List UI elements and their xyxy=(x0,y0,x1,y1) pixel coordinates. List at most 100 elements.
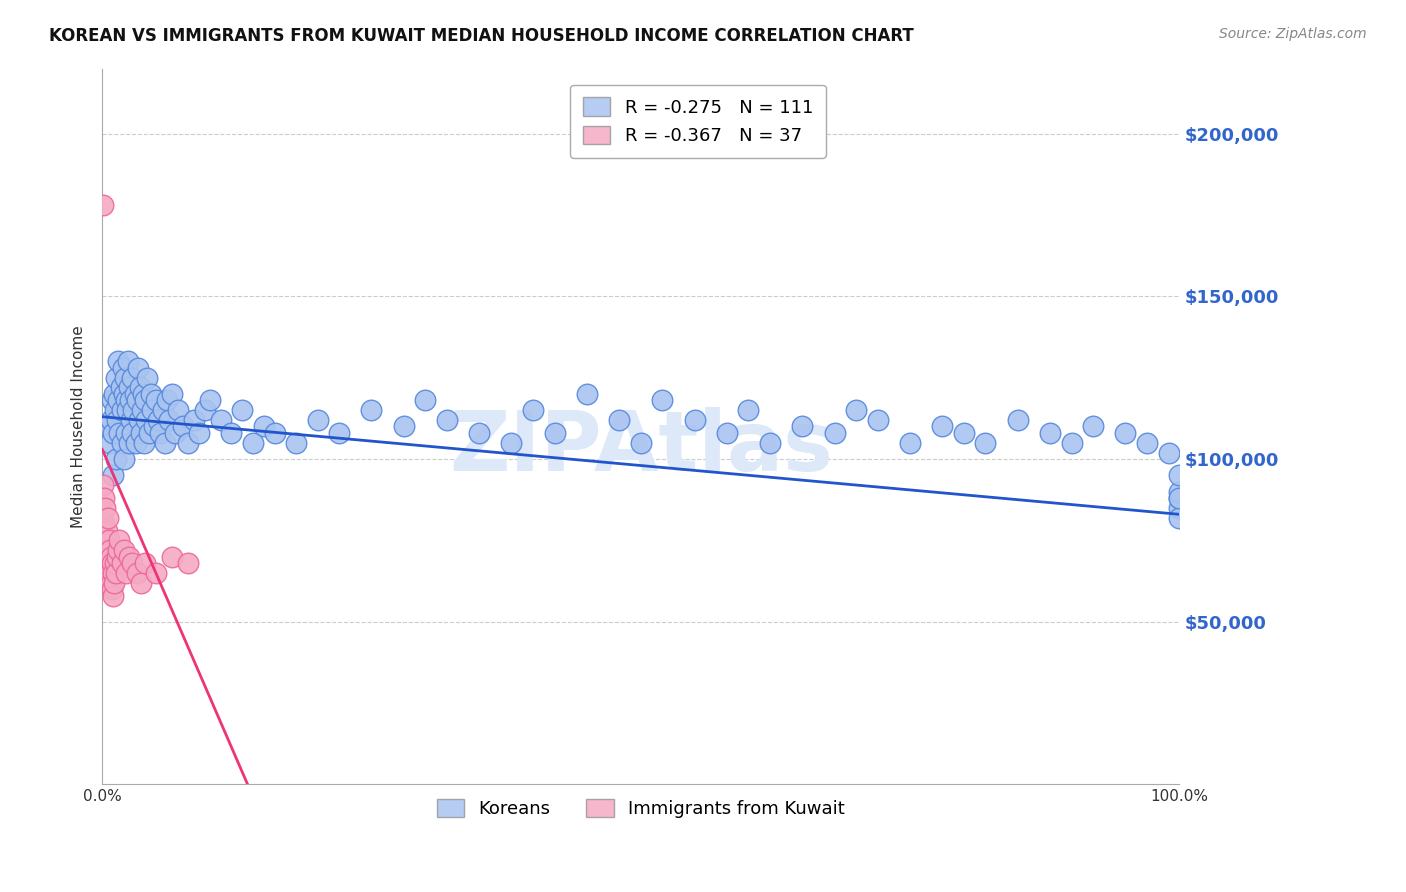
Point xyxy=(115,566,138,580)
Point xyxy=(759,435,782,450)
Point xyxy=(328,425,350,440)
Point xyxy=(148,413,170,427)
Point xyxy=(193,403,215,417)
Point xyxy=(145,393,167,408)
Point xyxy=(103,387,125,401)
Point xyxy=(307,413,329,427)
Point xyxy=(97,419,120,434)
Point xyxy=(153,435,176,450)
Point xyxy=(118,435,141,450)
Point xyxy=(360,403,382,417)
Point xyxy=(1114,425,1136,440)
Point xyxy=(107,354,129,368)
Point xyxy=(177,556,200,570)
Point xyxy=(105,549,128,564)
Point xyxy=(172,419,194,434)
Point xyxy=(1168,510,1191,524)
Point xyxy=(98,566,121,580)
Point xyxy=(97,510,120,524)
Point xyxy=(160,549,183,564)
Point xyxy=(157,413,180,427)
Point xyxy=(135,413,157,427)
Point xyxy=(129,575,152,590)
Point xyxy=(1081,419,1104,434)
Point xyxy=(149,425,172,440)
Point xyxy=(122,403,145,417)
Point xyxy=(575,387,598,401)
Point xyxy=(953,425,976,440)
Point xyxy=(134,556,156,570)
Point xyxy=(142,419,165,434)
Point xyxy=(132,387,155,401)
Point xyxy=(96,524,118,538)
Point xyxy=(221,425,243,440)
Point xyxy=(120,413,142,427)
Point xyxy=(97,556,120,570)
Point xyxy=(436,413,458,427)
Point xyxy=(134,393,156,408)
Point xyxy=(285,435,308,450)
Point xyxy=(96,543,118,558)
Point xyxy=(128,413,150,427)
Point xyxy=(112,387,135,401)
Point xyxy=(112,452,135,467)
Point xyxy=(101,589,124,603)
Point xyxy=(188,425,211,440)
Point xyxy=(100,575,122,590)
Point xyxy=(1060,435,1083,450)
Point xyxy=(974,435,997,450)
Point xyxy=(91,198,114,212)
Point xyxy=(118,549,141,564)
Point xyxy=(97,549,120,564)
Point xyxy=(125,393,148,408)
Point xyxy=(101,393,124,408)
Point xyxy=(1168,491,1191,505)
Point xyxy=(105,452,128,467)
Point xyxy=(117,354,139,368)
Point xyxy=(91,478,114,492)
Point xyxy=(898,435,921,450)
Point xyxy=(121,370,143,384)
Point xyxy=(107,393,129,408)
Point xyxy=(166,403,188,417)
Point xyxy=(129,380,152,394)
Point xyxy=(100,549,122,564)
Point xyxy=(105,413,128,427)
Point xyxy=(105,566,128,580)
Point xyxy=(683,413,706,427)
Point xyxy=(1168,491,1191,505)
Point xyxy=(253,419,276,434)
Point xyxy=(152,403,174,417)
Point xyxy=(651,393,673,408)
Point xyxy=(131,403,153,417)
Point xyxy=(522,403,544,417)
Point xyxy=(111,360,134,375)
Point xyxy=(115,403,138,417)
Point xyxy=(392,419,415,434)
Point xyxy=(121,556,143,570)
Point xyxy=(242,435,264,450)
Point xyxy=(124,435,146,450)
Point xyxy=(209,413,232,427)
Y-axis label: Median Household Income: Median Household Income xyxy=(72,325,86,528)
Point xyxy=(127,360,149,375)
Point xyxy=(93,491,115,505)
Point xyxy=(183,413,205,427)
Point xyxy=(104,556,127,570)
Point xyxy=(156,393,179,408)
Point xyxy=(716,425,738,440)
Point xyxy=(1168,484,1191,499)
Point xyxy=(98,543,121,558)
Point xyxy=(107,543,129,558)
Point xyxy=(737,403,759,417)
Point xyxy=(118,380,141,394)
Point xyxy=(110,403,132,417)
Point xyxy=(198,393,221,408)
Point xyxy=(125,566,148,580)
Point xyxy=(139,387,162,401)
Point xyxy=(98,435,121,450)
Point xyxy=(100,413,122,427)
Point xyxy=(231,403,253,417)
Point xyxy=(120,393,142,408)
Point xyxy=(468,425,491,440)
